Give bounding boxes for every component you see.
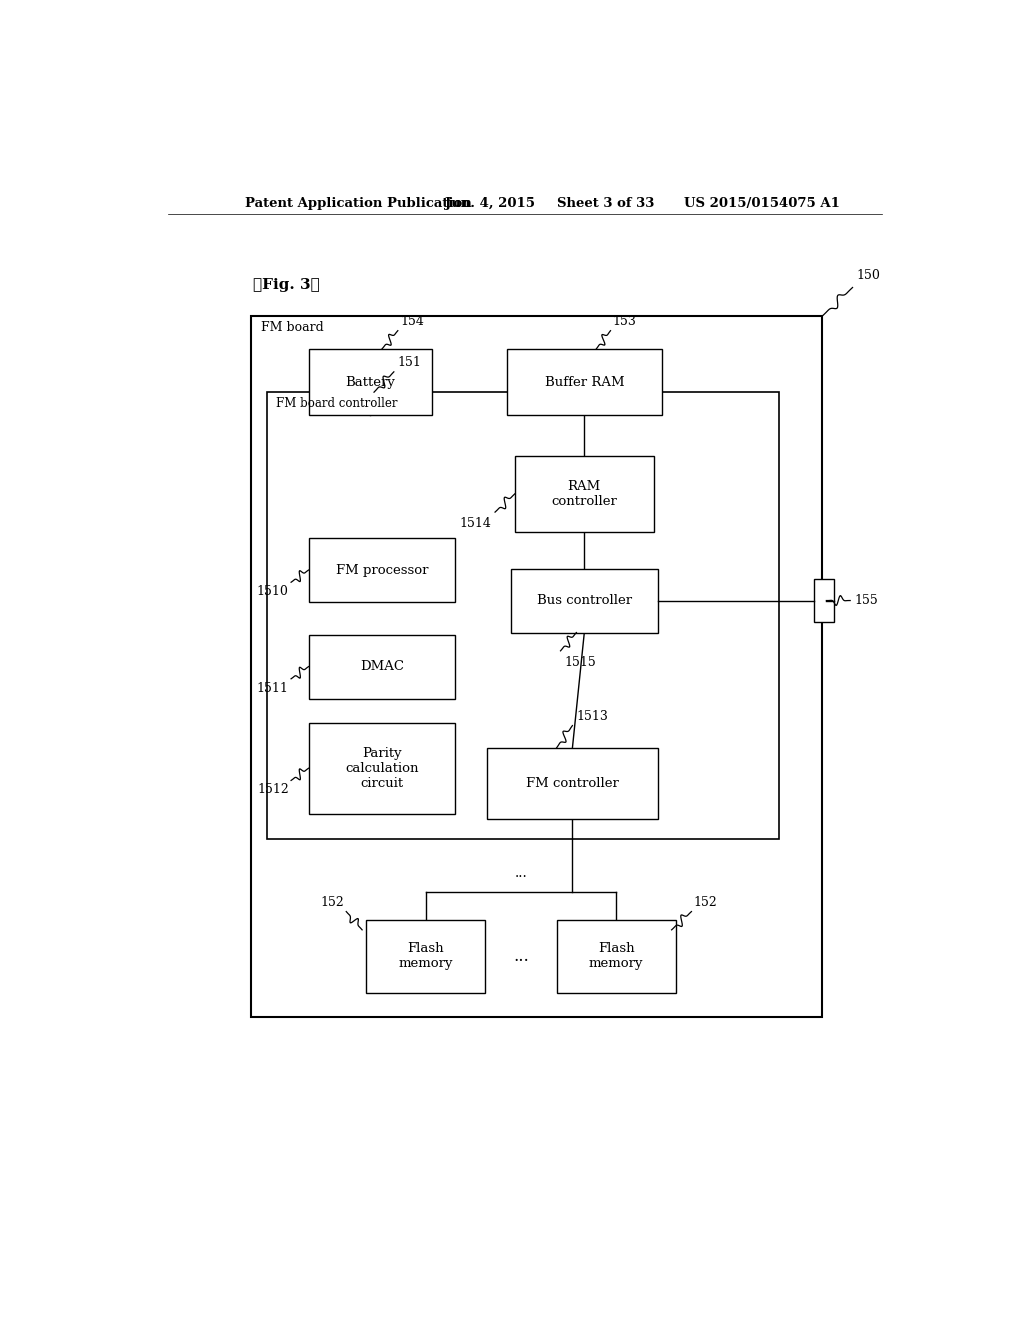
Text: Bus controller: Bus controller bbox=[537, 594, 632, 607]
Text: Flash
memory: Flash memory bbox=[589, 942, 643, 970]
Text: 153: 153 bbox=[613, 314, 637, 327]
Text: Sheet 3 of 33: Sheet 3 of 33 bbox=[557, 197, 654, 210]
Bar bbox=[308, 635, 456, 698]
Bar bbox=[308, 539, 456, 602]
Bar bbox=[511, 569, 657, 632]
Text: FM board: FM board bbox=[260, 321, 324, 334]
Text: 152: 152 bbox=[321, 895, 344, 908]
Text: FM controller: FM controller bbox=[526, 777, 618, 789]
Text: RAM
controller: RAM controller bbox=[551, 479, 617, 508]
Text: 1511: 1511 bbox=[257, 682, 289, 694]
Bar bbox=[308, 348, 431, 414]
Text: 1510: 1510 bbox=[257, 585, 289, 598]
Text: 』Fig. 3』: 』Fig. 3』 bbox=[253, 279, 321, 292]
Bar bbox=[308, 722, 456, 814]
Text: 151: 151 bbox=[397, 356, 422, 368]
Bar bbox=[557, 920, 676, 993]
Text: US 2015/0154075 A1: US 2015/0154075 A1 bbox=[684, 197, 840, 210]
Text: Buffer RAM: Buffer RAM bbox=[545, 375, 625, 388]
Text: ...: ... bbox=[513, 948, 528, 965]
Bar bbox=[507, 348, 662, 414]
Text: Parity
calculation
circuit: Parity calculation circuit bbox=[345, 747, 419, 789]
Text: Jun. 4, 2015: Jun. 4, 2015 bbox=[445, 197, 536, 210]
Text: 155: 155 bbox=[854, 594, 878, 607]
Text: 152: 152 bbox=[694, 895, 718, 908]
Text: FM board controller: FM board controller bbox=[276, 397, 398, 411]
Text: Patent Application Publication: Patent Application Publication bbox=[246, 197, 472, 210]
Bar bbox=[515, 455, 653, 532]
Text: DMAC: DMAC bbox=[360, 660, 403, 673]
Bar bbox=[251, 315, 822, 1018]
Text: 1512: 1512 bbox=[257, 784, 289, 796]
Text: ...: ... bbox=[514, 866, 527, 880]
Text: Flash
memory: Flash memory bbox=[398, 942, 453, 970]
Text: 154: 154 bbox=[400, 314, 424, 327]
Bar bbox=[367, 920, 485, 993]
Bar bbox=[487, 748, 657, 818]
Text: 1513: 1513 bbox=[577, 710, 608, 722]
Bar bbox=[814, 578, 835, 623]
Text: Battery: Battery bbox=[345, 375, 395, 388]
Bar bbox=[267, 392, 778, 840]
Text: 150: 150 bbox=[856, 269, 881, 282]
Text: 1515: 1515 bbox=[564, 656, 596, 669]
Text: FM processor: FM processor bbox=[336, 564, 428, 577]
Text: 1514: 1514 bbox=[459, 517, 492, 531]
